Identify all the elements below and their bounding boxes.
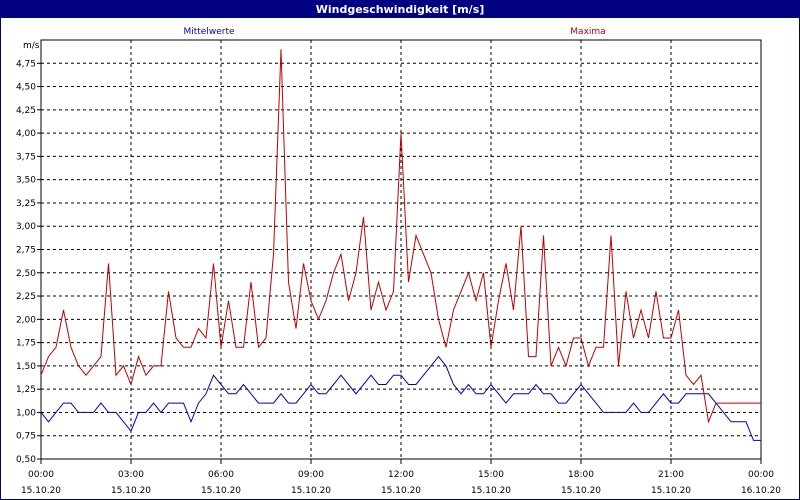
x-tick-label-date: 15.10.20 (561, 486, 601, 496)
series-line-mittelwerte (40, 355, 761, 441)
x-tick-label-time: 00:00 (28, 470, 54, 480)
y-tick-label: 3,25 (16, 199, 36, 209)
x-tick-label-date: 15.10.20 (21, 486, 61, 496)
y-tick-label: 4,25 (16, 106, 36, 116)
y-axis-unit-label: m/s (23, 41, 40, 51)
x-tick-label-date: 15.10.20 (471, 486, 511, 496)
x-tick-label-time: 00:00 (748, 470, 774, 480)
y-tick-label: 4,75 (16, 59, 36, 69)
series-lines (40, 49, 761, 441)
y-tick-label: 3,75 (16, 152, 36, 162)
y-tick-label: 1,00 (16, 408, 36, 418)
tick-labels: 0,50 0,75 1,00 1,25 1,50 1,75 2,00 2,25 2,50 2,75… (16, 59, 781, 496)
axes (37, 39, 762, 464)
legend-mittelwerte: Mittelwerte (183, 27, 234, 37)
y-tick-label: 4,00 (16, 129, 36, 139)
x-tick-label-time: 18:00 (568, 470, 594, 480)
y-tick-label: 2,00 (16, 315, 36, 325)
x-tick-label-time: 03:00 (118, 470, 144, 480)
plot-border (40, 39, 762, 460)
window-title: Windgeschwindigkeit [m/s] (1, 1, 799, 18)
x-tick-label-date: 15.10.20 (651, 486, 691, 496)
x-tick-label-date: 15.10.20 (291, 486, 331, 496)
y-tick-label: 3,00 (16, 222, 36, 232)
x-tick-label-time: 09:00 (298, 470, 324, 480)
y-tick-label: 3,50 (16, 176, 36, 186)
x-tick-label-date: 16.10.20 (741, 486, 781, 496)
x-tick-label-date: 15.10.20 (201, 486, 241, 496)
y-tick-label: 2,75 (16, 246, 36, 256)
x-tick-label-time: 15:00 (478, 470, 504, 480)
legend-maxima: Maxima (570, 27, 605, 37)
y-tick-label: 0,50 (16, 455, 36, 465)
y-tick-label: 1,25 (16, 385, 36, 395)
chart-svg: 0,50 0,75 1,00 1,25 1,50 1,75 2,00 2,25 2,50 2,75… (16, 27, 781, 496)
y-tick-label: 0,75 (16, 432, 36, 442)
x-tick-label-time: 21:00 (658, 470, 684, 480)
y-tick-label: 2,50 (16, 269, 36, 279)
x-tick-label-date: 15.10.20 (381, 486, 421, 496)
y-tick-label: 1,75 (16, 339, 36, 349)
y-tick-label: 1,50 (16, 362, 36, 372)
x-tick-label-time: 12:00 (388, 470, 414, 480)
series-line-maxima (40, 49, 761, 424)
grid-lines (41, 40, 761, 459)
y-tick-label: 4,50 (16, 83, 36, 93)
x-tick-label-time: 06:00 (208, 470, 234, 480)
x-tick-label-date: 15.10.20 (111, 486, 151, 496)
y-tick-label: 2,25 (16, 292, 36, 302)
